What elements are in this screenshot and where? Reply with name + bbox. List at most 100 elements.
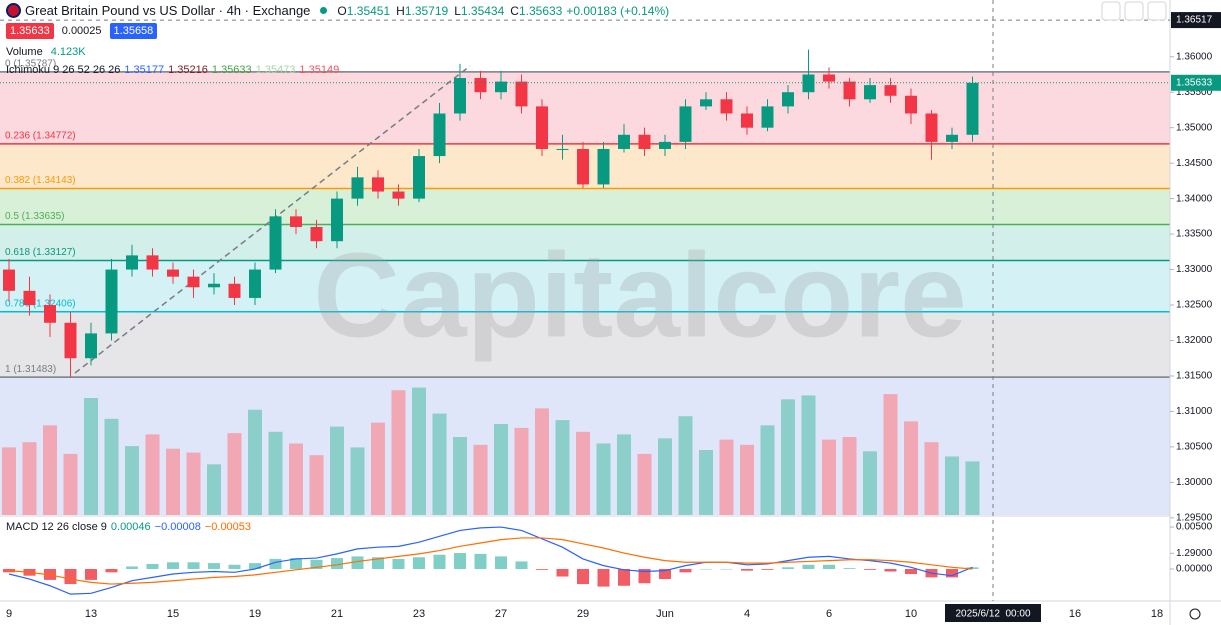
macd-value: −0.00008 [154, 521, 201, 533]
y-tick-label: 1.34500 [1176, 158, 1213, 169]
macd-histogram-bar [966, 567, 979, 569]
crosshair-y-label: 1.36517 [1176, 15, 1213, 26]
settings-icon[interactable] [1189, 608, 1201, 620]
volume-bar [43, 425, 57, 515]
macd-histogram-bar [577, 568, 589, 585]
sell-price[interactable]: 1.35633 [6, 23, 54, 39]
volume-bar [719, 439, 734, 515]
ohlc-value: 1.35451 [346, 3, 391, 18]
macd-y-tick-label: 0.00500 [1176, 522, 1213, 533]
candle-body [146, 255, 159, 270]
y-tick-label: 1.34000 [1176, 193, 1213, 204]
crosshair-x-label: 2025/6/12 00:00 [955, 609, 1031, 620]
y-tick-label: 1.36000 [1176, 51, 1213, 62]
macd-histogram-bar [495, 556, 507, 569]
last-price-box [1171, 74, 1221, 91]
button[interactable] [1147, 1, 1167, 21]
candle-layer [3, 49, 979, 378]
candle-body [597, 148, 610, 185]
volume-bar [637, 453, 652, 515]
fib-label: 0.618 (1.33127) [5, 247, 76, 258]
volume-bar [842, 437, 857, 515]
macd-histogram-bar [802, 564, 815, 569]
crosshair-x-box [945, 604, 1041, 622]
x-tick-label: 19 [249, 608, 261, 620]
macd-line [8, 537, 973, 585]
volume-bar [924, 442, 939, 515]
candle-body [618, 134, 630, 149]
volume-bar [63, 453, 78, 515]
macd-histogram-bar [413, 557, 425, 569]
macd-histogram-bar [474, 553, 487, 569]
ohlc-key: O [337, 3, 347, 18]
ichimoku-value: 1.35149 [299, 64, 340, 76]
candle-body [249, 269, 261, 298]
ichimoku-value: 1.35177 [124, 64, 165, 76]
candle-body [392, 191, 405, 199]
button[interactable] [1101, 1, 1121, 21]
macd-histogram-bar [208, 563, 220, 569]
macd-histogram-bar [741, 568, 753, 571]
candle-body [167, 269, 179, 277]
candle-body [884, 85, 897, 96]
volume-bar [309, 455, 324, 515]
volume-bar [412, 387, 426, 515]
y-tick-label: 1.29500 [1176, 512, 1213, 523]
candle-body [802, 74, 815, 93]
ohlc-value: 1.35719 [404, 3, 449, 18]
volume-bar [22, 442, 37, 515]
candle-body [720, 99, 733, 114]
volume-bar [391, 390, 406, 515]
volume-bar [330, 426, 344, 515]
volume-bar [371, 422, 385, 515]
candle-body [310, 226, 323, 242]
volume-bar [432, 413, 447, 515]
volume-bar [186, 452, 201, 515]
ichimoku-value: 1.35473 [255, 64, 296, 76]
fib-label: 0 (1.35787) [5, 58, 56, 69]
candle-body [905, 95, 917, 114]
volume-legend: Volume 4.123K [6, 46, 86, 58]
candle-body [966, 82, 979, 135]
volume-bar [781, 399, 795, 515]
candle-body [761, 106, 774, 128]
crosshair-y-box [1171, 12, 1221, 29]
candle-body [187, 276, 200, 288]
ohlc-key: H [396, 3, 405, 18]
button[interactable] [1124, 1, 1144, 21]
y-tick-label: 1.31500 [1176, 371, 1213, 382]
macd-histogram-bar [105, 568, 118, 573]
macd-histogram-bar [187, 562, 200, 569]
x-tick-label: 10 [905, 608, 917, 620]
volume-bar [125, 446, 139, 515]
volume-bar [740, 444, 754, 515]
candle-body [269, 216, 282, 270]
candle-body [700, 99, 712, 107]
symbol: Great Britain Pound vs US Dollar · 4h · … [25, 3, 311, 18]
x-tick-label: Jun [656, 608, 674, 620]
volume-bar [883, 394, 898, 515]
volume-bar [658, 438, 672, 515]
volume-title: Volume [6, 46, 43, 58]
volume-bar [248, 409, 262, 515]
volume-bar [268, 431, 283, 515]
macd-histogram-bar [433, 554, 446, 569]
volume-value: 4.123K [50, 46, 86, 58]
macd-histogram-bar [167, 562, 179, 569]
volume-bar [166, 448, 180, 515]
y-tick-label: 1.35000 [1176, 122, 1213, 133]
candle-body [372, 177, 384, 192]
candle-body [23, 290, 36, 306]
volume-bar [514, 427, 529, 515]
macd-histogram-bar [290, 558, 302, 569]
macd-value: −0.00053 [204, 521, 252, 533]
y-tick-label: 1.30500 [1176, 442, 1213, 453]
buy-price[interactable]: 1.35658 [109, 23, 158, 39]
header: Great Britain Pound vs US Dollar · 4h · … [6, 3, 669, 18]
fib-band [0, 224, 1170, 261]
macd-histogram-bar [269, 558, 282, 569]
trade-badges: 1.35633 0.00025 1.35658 [6, 23, 158, 39]
y-tick-label: 1.30000 [1176, 477, 1213, 488]
candle-body [556, 148, 569, 150]
